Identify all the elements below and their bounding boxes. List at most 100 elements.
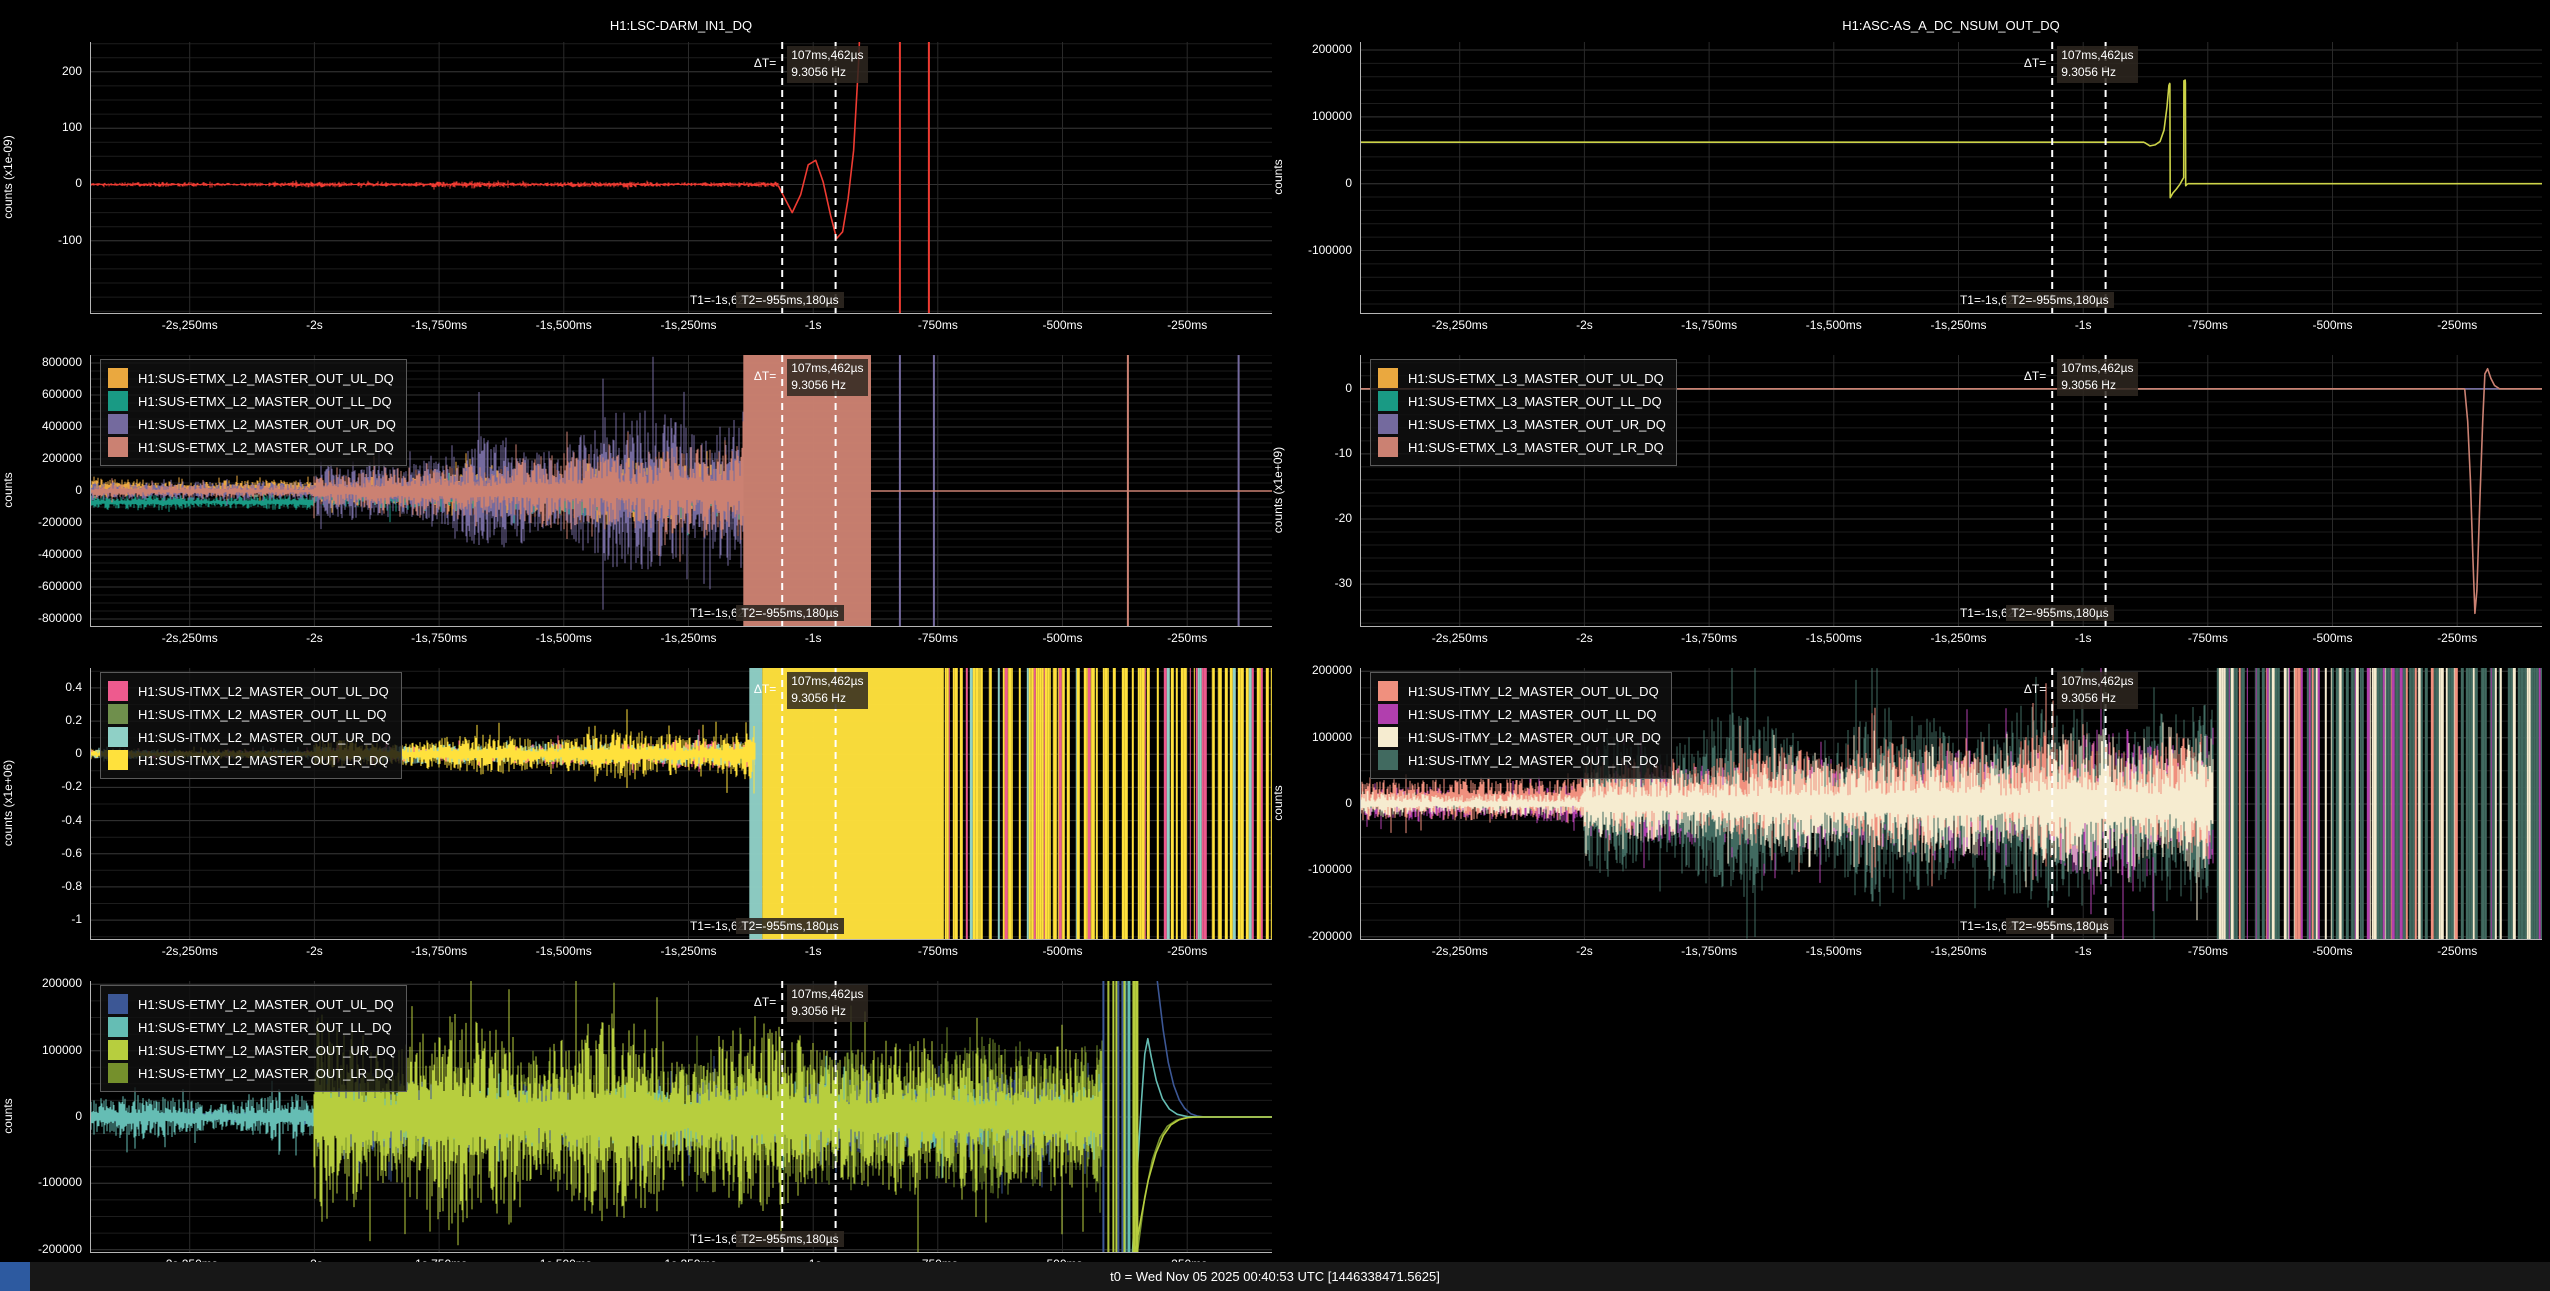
legend-swatch [1378,750,1398,770]
t2-value: T2=-955ms,180µs [736,605,844,621]
legend-label: H1:SUS-ITMY_L2_MASTER_OUT_LL_DQ [1408,706,1657,722]
y-tick-label: 0 [1345,380,1352,395]
t1-value: T1=-1s,62 [1959,293,2015,307]
x-tick-label: -250ms [1167,944,1208,958]
y-tick-label: 0 [1345,796,1352,810]
x-tick-label: -2s [306,318,323,332]
plot-h1-sus-itmy-l2[interactable]: counts 200000 100000 0 -100000 -200000 -2s,250… [1271,634,2550,958]
x-tick-label: -2s [306,944,323,958]
x-tick-label: -2s,250ms [1431,318,1488,332]
x-tick-label: -500ms [1042,318,1083,332]
legend-label: H1:SUS-ETMX_L2_MASTER_OUT_UL_DQ [138,370,394,386]
axis-spines [90,668,1272,940]
legend-item: H1:SUS-ETMX_L3_MASTER_OUT_UL_DQ [1378,368,1666,388]
x-tick-label: -1s [804,944,822,958]
delta-t-freq: 9.3056 Hz [2061,378,2116,393]
x-tick-label: -1s,250ms [660,944,717,958]
plot-h1-asc-as-a-dc-nsum-out-dq[interactable]: H1:ASC-AS_A_DC_NSUM_OUT_DQ counts 200000 10… [1271,8,2550,332]
x-tick-label: -2s,250ms [1431,631,1488,645]
legend-label: H1:SUS-ETMY_L2_MASTER_OUT_UL_DQ [138,996,394,1012]
legend-label: H1:SUS-ETMY_L2_MASTER_OUT_LR_DQ [138,1065,394,1081]
x-tick-label: -500ms [1042,631,1083,645]
y-tick-label: 800000 [41,355,82,369]
trace-4 [1360,722,2214,921]
t1-t2-label: T1=-1s,62 T2=-955ms,180µs [1960,918,2114,934]
plot-h1-lsc-darm-in1-dq[interactable]: H1:LSC-DARM_IN1_DQ counts (x1e-09) 200 100 0… [1,8,1280,332]
plot-h1-sus-etmx-l2[interactable]: counts 800000 600000 400000 200000 0 -200000 -4… [1,321,1280,645]
x-tick-label: -1s [2074,318,2092,332]
y-tick-label: 0 [75,1109,82,1123]
x-tick-label: -750ms [2187,631,2228,645]
delta-t-freq: 9.3056 Hz [791,1004,846,1019]
legend-item: H1:SUS-ETMX_L3_MASTER_OUT_UR_DQ [1378,414,1666,434]
x-tick-label: -1s,500ms [535,631,592,645]
legend-item: H1:SUS-ETMX_L3_MASTER_OUT_LL_DQ [1378,391,1666,411]
legend-item: H1:SUS-ETMX_L2_MASTER_OUT_UL_DQ [108,368,396,388]
legend-label: H1:SUS-ITMX_L2_MASTER_OUT_UL_DQ [138,683,389,699]
x-tick-label: -1s,250ms [660,318,717,332]
plot-canvas[interactable] [90,42,1272,314]
legend-swatch [108,414,128,434]
x-tick-label: -2s,250ms [161,318,218,332]
plot-h1-sus-etmy-l2[interactable]: counts2000001000000-100000-200000-2s,250… [1,947,1280,1271]
legend-swatch [108,750,128,770]
x-tick-label: -1s,500ms [1805,631,1862,645]
plot-canvas[interactable] [1360,42,2542,314]
y-tick-label: -20 [1334,510,1352,525]
x-tick-label: -1s,750ms [411,631,468,645]
y-tick-label: 100000 [1311,729,1352,744]
delta-t-time: 107ms,462µs [2061,48,2134,62]
traces [90,355,1272,627]
legend-swatch [1378,391,1398,411]
y-tick-label: -200000 [37,515,82,529]
legend-label: H1:SUS-ITMY_L2_MASTER_OUT_UR_DQ [1408,729,1661,745]
plot-h1-sus-etmx-l3[interactable]: counts (x1e+09) 0 -10 -20 -30 -2s,250ms -2s -1s… [1271,321,2550,645]
legend-swatch [1378,414,1398,434]
legend-label: H1:SUS-ITMX_L2_MASTER_OUT_LR_DQ [138,752,389,768]
status-bar: t0 = Wed Nov 05 2025 00:40:53 UTC [14463… [0,1262,2550,1291]
delta-t-freq: 9.3056 Hz [791,378,846,393]
x-tick-label: -750ms [917,631,958,645]
delta-t-freq: 9.3056 Hz [791,65,846,80]
legend-item: H1:SUS-ETMY_L2_MASTER_OUT_UR_DQ [108,1040,396,1060]
t2-value: T2=-955ms,180µs [736,918,844,934]
x-tick-label: -2s,250ms [1431,944,1488,958]
plot-title: H1:LSC-DARM_IN1_DQ [609,18,753,33]
y-tick-label: -100000 [37,1175,82,1190]
legend-label: H1:SUS-ETMX_L3_MASTER_OUT_UR_DQ [1408,416,1666,432]
delta-t-label: ΔT= [2023,369,2047,383]
delta-t-time: 107ms,462µs [791,361,864,375]
trace-4 [90,668,944,940]
axis-spines [90,355,1272,627]
x-tick-label: -1s,500ms [1805,944,1862,958]
y-tick-label: 200 [61,63,82,78]
x-tick-label: -1s,500ms [1805,318,1862,332]
y-tick-label: 400000 [41,419,82,433]
t1-value: T1=-1s,62 [1959,919,2015,933]
legend-label: H1:SUS-ETMX_L3_MASTER_OUT_UL_DQ [1408,370,1664,386]
legend-item: H1:SUS-ITMY_L2_MASTER_OUT_UR_DQ [1378,727,1661,747]
plot-canvas[interactable] [90,981,1272,1253]
legend-swatch [1378,681,1398,701]
y-tick-label: 0 [75,176,82,191]
y-tick-label: -600000 [37,579,82,593]
legend-swatch [108,727,128,747]
legend: H1:SUS-ETMY_L2_MASTER_OUT_UL_DQ H1:SUS-ET… [100,985,407,1092]
t1-value: T1=-1s,62 [689,1232,745,1246]
x-tick-label: -750ms [917,944,958,958]
plot-canvas[interactable] [1360,668,2542,940]
t2-value: T2=-955ms,180µs [2006,292,2114,308]
x-tick-label: -750ms [917,318,958,332]
t1-t2-label: T1=-1s,62 T2=-955ms,180µs [690,918,844,934]
legend-item: H1:SUS-ETMX_L2_MASTER_OUT_UR_DQ [108,414,396,434]
legend-label: H1:SUS-ETMY_L2_MASTER_OUT_LL_DQ [138,1019,392,1035]
legend-item: H1:SUS-ITMX_L2_MASTER_OUT_LL_DQ [108,704,391,724]
plot-h1-sus-itmx-l2[interactable]: counts (x1e+06) 0.4 0.2 0 -0.2 -0.4 -0.6 -0.8 -1… [1,634,1280,958]
delta-t-label: ΔT= [753,682,777,696]
plot-canvas[interactable] [90,668,1272,940]
legend-swatch [1378,704,1398,724]
y-tick-label: -10 [1334,445,1352,460]
y-tick-label: -1 [71,912,82,927]
axis-spines [1360,355,2542,627]
x-tick-label: -1s,250ms [1930,318,1987,332]
